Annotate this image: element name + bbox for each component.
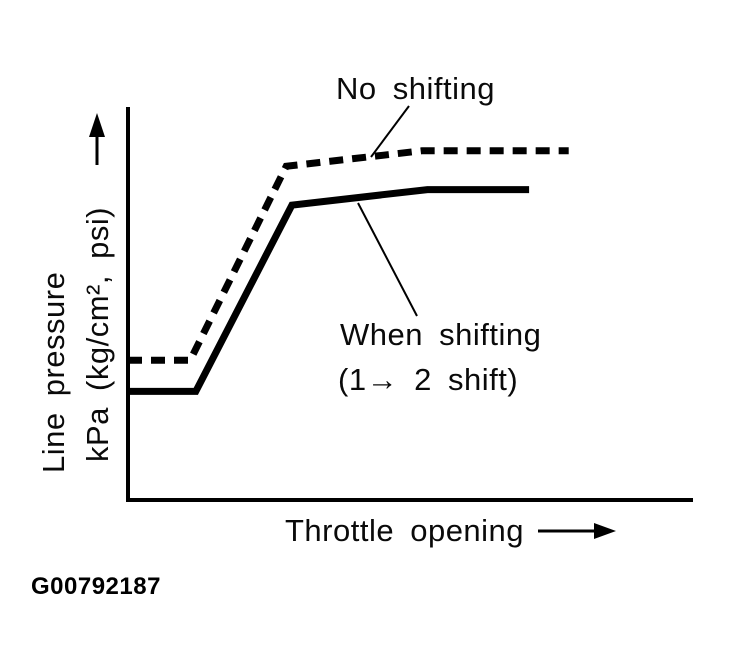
when-shifting-label-line1: When shifting [340,317,541,352]
no-shifting-leader-line [370,105,410,158]
figure-code: G00792187 [31,573,161,600]
y-axis-label-line1: Line pressure [36,272,71,473]
when-shifting-label-line2: (1→ 2 shift) [338,362,518,397]
when-shifting-leader-line [357,202,418,317]
axes [126,107,693,502]
curve-when-shifting-1-2-shift [128,186,530,395]
x-axis-right-arrow-icon [538,523,616,539]
y-axis-up-arrow-icon [89,113,105,165]
x-axis-label: Throttle opening [285,513,524,548]
leader-lines [357,105,418,317]
no-shifting-label: No shifting [336,71,495,106]
curves [128,147,569,395]
y-axis-label-line2: kPa (kg/cm², psi) [80,207,115,462]
curve-no-shifting [128,147,569,364]
